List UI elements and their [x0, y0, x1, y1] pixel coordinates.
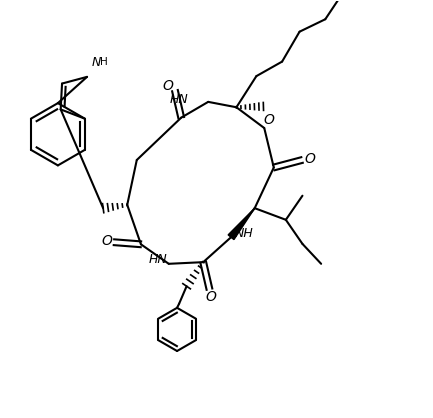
Text: O: O [101, 234, 112, 248]
Text: HN: HN [170, 93, 188, 106]
Text: HN: HN [149, 253, 168, 266]
Text: N: N [92, 56, 101, 69]
Text: NH: NH [235, 227, 254, 240]
Text: H: H [100, 57, 107, 67]
Polygon shape [228, 208, 255, 240]
Text: O: O [162, 79, 173, 93]
Text: O: O [205, 290, 216, 303]
Text: O: O [305, 152, 316, 166]
Text: O: O [264, 113, 275, 127]
